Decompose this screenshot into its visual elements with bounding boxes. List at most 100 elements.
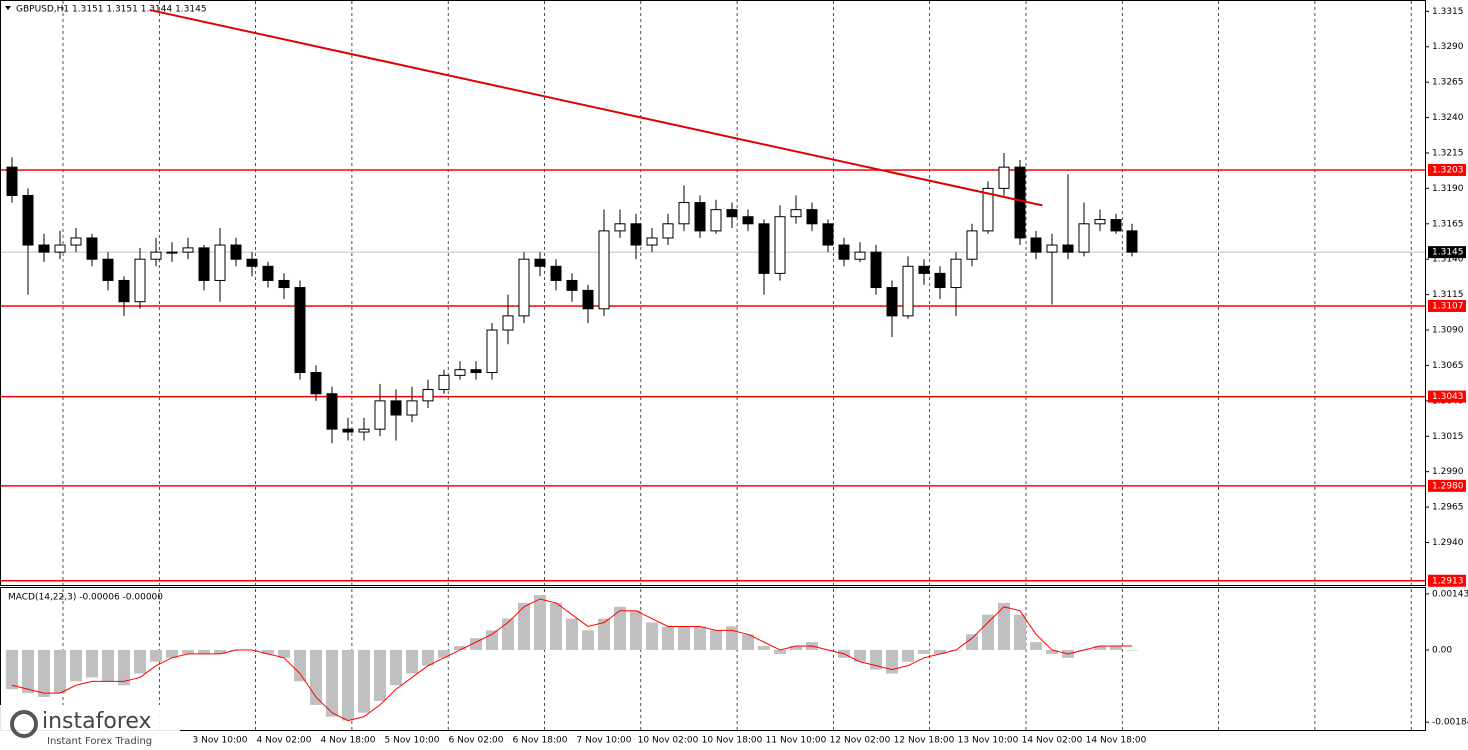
- macd-bar: [182, 649, 194, 654]
- candle-body: [790, 209, 802, 218]
- y-tick-label: 0.00: [1432, 645, 1452, 655]
- macd-bar: [214, 649, 226, 654]
- y-tick-label: 1.3190: [1432, 184, 1464, 194]
- y-tick-label: -0.00184: [1432, 718, 1468, 728]
- candle-body: [694, 202, 706, 232]
- macd-bar: [518, 602, 530, 650]
- candle-body: [214, 244, 226, 281]
- candle-body: [726, 209, 738, 218]
- candle-body: [678, 202, 690, 225]
- candle-body: [70, 237, 82, 246]
- macd-bar: [582, 630, 594, 650]
- macd-bar: [54, 649, 66, 694]
- y-tick-label: 1.3290: [1432, 42, 1464, 52]
- x-tick-label: 11 Nov 10:00: [766, 736, 827, 746]
- y-tick-label: 0.00143: [1432, 589, 1468, 599]
- macd-bar: [278, 649, 290, 658]
- candle-body: [262, 265, 274, 281]
- macd-bar: [438, 649, 450, 658]
- candle-body: [710, 209, 722, 232]
- macd-bar: [390, 649, 402, 686]
- candle-body: [358, 428, 370, 433]
- y-tick-label: 1.3015: [1432, 432, 1464, 442]
- macd-bar: [726, 626, 738, 650]
- macd-bar: [150, 649, 162, 662]
- macd-bar: [470, 638, 482, 650]
- candle-body: [342, 428, 354, 433]
- y-tick-label: 1.3165: [1432, 219, 1464, 229]
- macd-bar: [758, 646, 770, 650]
- candle-body: [966, 230, 978, 260]
- candle-body: [38, 244, 50, 253]
- macd-bar: [1030, 642, 1042, 650]
- y-tick-label: 1.3265: [1432, 78, 1464, 88]
- macd-bar: [550, 602, 562, 650]
- candle-body: [742, 216, 754, 225]
- candle-body: [566, 279, 578, 291]
- candle-body: [854, 251, 866, 260]
- candle-body: [534, 258, 546, 267]
- price-panel-frame: [0, 0, 1426, 586]
- candle-body: [390, 400, 402, 416]
- candle-body: [806, 209, 818, 225]
- macd-bar: [646, 622, 658, 650]
- candle-body: [1094, 219, 1106, 225]
- level-label: 1.2980: [1432, 481, 1464, 491]
- y-tick-label: 1.2965: [1432, 503, 1464, 513]
- x-tick-label: 12 Nov 02:00: [830, 736, 891, 746]
- candle-body: [54, 244, 66, 253]
- candle-body: [870, 251, 882, 289]
- level-label: 1.3203: [1432, 165, 1464, 175]
- candle-body: [198, 247, 210, 281]
- candle-body: [374, 400, 386, 430]
- macd-bar: [166, 649, 178, 658]
- x-tick-label: 14 Nov 02:00: [1022, 736, 1083, 746]
- macd-bar: [6, 649, 18, 690]
- macd-bar: [902, 649, 914, 662]
- macd-signal-line: [11, 598, 1132, 722]
- logo-tagline: Instant Forex Trading: [47, 736, 152, 747]
- candle-body: [486, 329, 498, 374]
- level-label: 1.2913: [1432, 576, 1464, 586]
- level-label-box: [1428, 574, 1466, 587]
- candle-body: [950, 258, 962, 289]
- symbol-menu-icon[interactable]: [5, 6, 11, 10]
- macd-bar: [774, 649, 786, 654]
- macd-bar: [198, 649, 210, 654]
- candle-body: [118, 279, 130, 303]
- macd-bar: [38, 649, 50, 698]
- candle-body: [278, 279, 290, 289]
- candle-body: [518, 258, 530, 317]
- candle-body: [166, 251, 178, 254]
- logo: instaforex Instant Forex Trading: [0, 705, 180, 750]
- macd-bar: [454, 646, 466, 650]
- level-label-box: [1428, 163, 1466, 176]
- macd-bar: [70, 649, 82, 682]
- candle-body: [886, 287, 898, 317]
- macd-bar: [422, 649, 434, 666]
- candle-body: [454, 369, 466, 376]
- candle-body: [470, 369, 482, 374]
- last-price-box: [1428, 246, 1466, 259]
- candle-body: [406, 400, 418, 416]
- macd-bar: [982, 614, 994, 650]
- macd-bar: [710, 630, 722, 650]
- x-tick-label: 10 Nov 02:00: [638, 736, 699, 746]
- x-tick-label: 5 Nov 10:00: [385, 736, 440, 746]
- x-tick-label: 3 Nov 10:00: [193, 736, 248, 746]
- candle-body: [1062, 244, 1074, 253]
- candle-body: [630, 223, 642, 246]
- y-tick-label: 1.3065: [1432, 361, 1464, 371]
- candle-body: [182, 247, 194, 253]
- candle-body: [326, 393, 338, 430]
- level-label: 1.3043: [1432, 392, 1464, 402]
- candle-body: [598, 230, 610, 310]
- candle-body: [1046, 244, 1058, 253]
- macd-bar: [1126, 649, 1138, 651]
- x-tick-label: 12 Nov 18:00: [894, 736, 955, 746]
- candle-body: [246, 258, 258, 267]
- chart-title: GBPUSD,H1 1.3151 1.3151 1.3144 1.3145: [16, 5, 207, 15]
- candle-body: [134, 258, 146, 303]
- last-price-label: 1.3145: [1432, 248, 1464, 258]
